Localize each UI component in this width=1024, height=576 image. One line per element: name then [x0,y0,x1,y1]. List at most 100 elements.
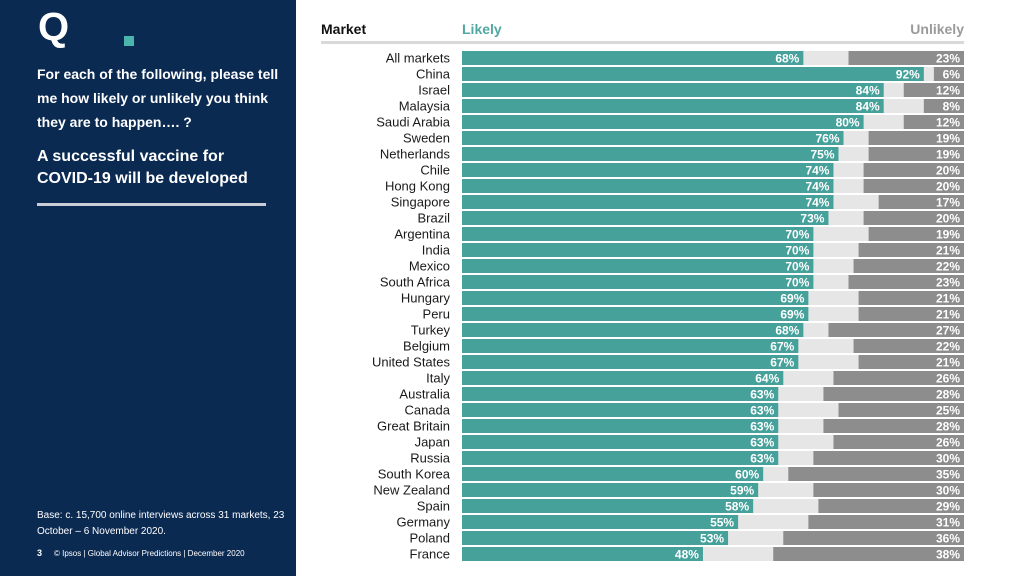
likely-bar [462,323,804,337]
likely-value-label: 63% [750,388,774,402]
likely-value-label: 70% [785,244,809,258]
likely-value-label: 67% [770,340,794,354]
likely-value-label: 53% [700,532,724,546]
market-label: Peru [423,307,450,322]
unlikely-value-label: 23% [936,52,960,66]
likely-value-label: 55% [710,516,734,530]
market-label: Chile [420,163,450,178]
unlikely-value-label: 30% [936,452,960,466]
unlikely-bar [903,115,964,129]
unlikely-value-label: 19% [936,132,960,146]
likely-value-label: 70% [785,260,809,274]
unlikely-value-label: 36% [936,532,960,546]
market-label: Germany [397,515,451,530]
unlikely-bar [868,131,964,145]
market-label: France [410,547,450,562]
likely-bar [462,419,779,433]
market-label: Spain [417,499,450,514]
unlikely-bar [853,339,964,353]
unlikely-value-label: 22% [936,340,960,354]
likely-bar [462,67,924,81]
likely-bar [462,179,834,193]
unlikely-bar [838,403,964,417]
unlikely-value-label: 28% [936,388,960,402]
unlikely-value-label: 20% [936,212,960,226]
unlikely-value-label: 20% [936,164,960,178]
unlikely-value-label: 28% [936,420,960,434]
likely-value-label: 84% [856,100,880,114]
market-label: Turkey [411,323,451,338]
likely-value-label: 69% [780,292,804,306]
unlikely-value-label: 38% [936,548,960,562]
market-label: Sweden [403,131,450,146]
unlikely-value-label: 12% [936,84,960,98]
unlikely-bar [858,291,964,305]
likely-column-header: Likely [462,21,502,37]
unlikely-bar [823,387,964,401]
unlikely-value-label: 26% [936,436,960,450]
likely-bar [462,211,829,225]
likely-bar [462,435,779,449]
market-label: Israel [418,83,450,98]
likely-value-label: 84% [856,84,880,98]
likely-bar [462,83,884,97]
likely-bar [462,147,839,161]
likely-bar [462,243,814,257]
market-label: China [416,67,451,82]
unlikely-value-label: 31% [936,516,960,530]
market-label: South Africa [380,275,451,290]
likely-value-label: 74% [805,180,829,194]
likely-bar [462,275,814,289]
unlikely-value-label: 21% [936,292,960,306]
likely-bar [462,115,864,129]
likely-value-label: 68% [775,324,799,338]
likely-value-label: 63% [750,436,774,450]
likely-bar [462,451,779,465]
likely-value-label: 74% [805,196,829,210]
unlikely-bar [813,483,964,497]
footer-text: © Ipsos | Global Advisor Predictions | D… [54,549,245,558]
unlikely-bar [858,243,964,257]
unlikely-bar [858,355,964,369]
market-label: Hungary [401,291,451,306]
unlikely-bar [813,451,964,465]
likely-bar [462,371,784,385]
unlikely-value-label: 12% [936,116,960,130]
likely-value-label: 70% [785,228,809,242]
likely-bar [462,131,844,145]
likely-bar [462,195,834,209]
market-label: All markets [386,51,451,66]
likely-bar [462,387,779,401]
divider [37,203,266,206]
market-label: Belgium [403,339,450,354]
base-note: Base: c. 15,700 online interviews across… [37,510,285,537]
unlikely-bar [863,211,964,225]
market-label: Brazil [417,211,450,226]
likely-value-label: 68% [775,52,799,66]
unlikely-bar [833,435,964,449]
unlikely-bar [858,307,964,321]
likely-value-label: 64% [755,372,779,386]
likely-bar [462,515,739,529]
q-logo: Q [38,4,134,50]
stacked-bar-chart: All markets 68% 23% China 92% 6% Israel 84% 12% M… [372,51,964,562]
likely-value-label: 63% [750,420,774,434]
likely-value-label: 63% [750,452,774,466]
market-label: Japan [415,435,450,450]
likely-bar [462,531,729,545]
statement-text: A successful vaccine for COVID-19 will b… [37,148,248,187]
market-column-header: Market [321,21,367,37]
market-label: United States [372,355,451,370]
likely-value-label: 59% [730,484,754,498]
unlikely-bar [783,531,964,545]
market-label: South Korea [378,467,451,482]
unlikely-bar [848,275,964,289]
unlikely-value-label: 19% [936,148,960,162]
unlikely-bar [828,323,964,337]
likely-value-label: 70% [785,276,809,290]
market-label: New Zealand [373,483,450,498]
unlikely-value-label: 26% [936,372,960,386]
unlikely-value-label: 21% [936,308,960,322]
unlikely-value-label: 25% [936,404,960,418]
likely-bar [462,467,764,481]
